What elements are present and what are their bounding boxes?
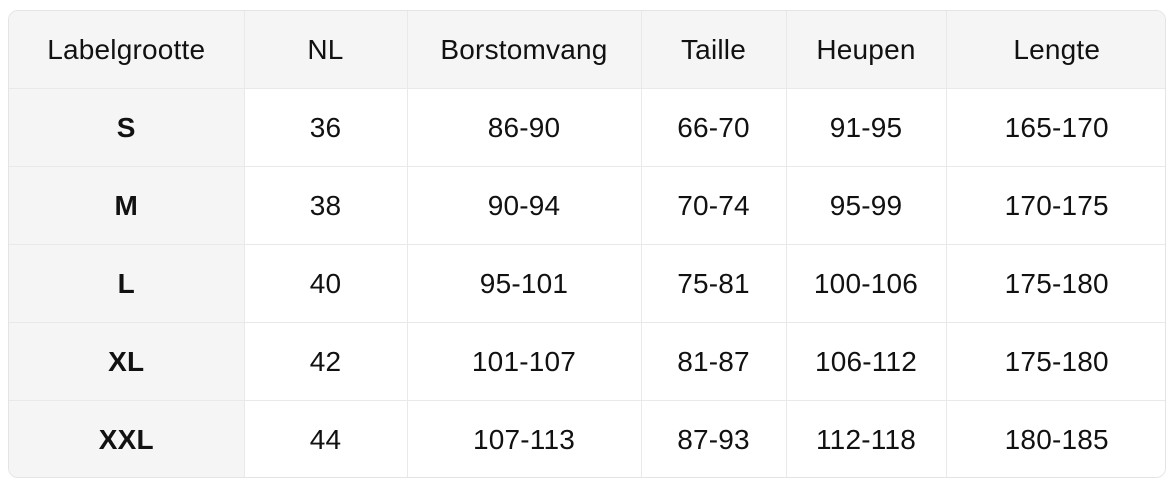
table-cell-nl: 36	[244, 88, 408, 167]
header-labelgrootte: Labelgrootte	[9, 11, 245, 89]
size-chart-table: Labelgrootte NL Borstomvang Taille Heupe…	[9, 11, 1165, 477]
table-row-xl: XL 42 101-107 81-87 106-112 175-180	[9, 322, 1165, 401]
table-cell-taille: 66-70	[641, 88, 787, 167]
header-nl: NL	[244, 11, 408, 89]
table-cell-borstomvang: 86-90	[407, 88, 642, 167]
table-cell-taille: 87-93	[641, 400, 787, 477]
table-cell-lengte: 170-175	[946, 166, 1165, 245]
table-cell-lengte: 180-185	[946, 400, 1165, 477]
table-cell-heupen: 95-99	[786, 166, 947, 245]
size-label-cell: S	[9, 88, 245, 167]
table-row-m: M 38 90-94 70-74 95-99 170-175	[9, 166, 1165, 245]
table-cell-lengte: 175-180	[946, 244, 1165, 323]
size-label-cell: L	[9, 244, 245, 323]
table-cell-borstomvang: 90-94	[407, 166, 642, 245]
header-taille: Taille	[641, 11, 787, 89]
table-cell-nl: 40	[244, 244, 408, 323]
table-cell-taille: 70-74	[641, 166, 787, 245]
header-borstomvang: Borstomvang	[407, 11, 642, 89]
size-label-cell: XXL	[9, 400, 245, 477]
table-cell-heupen: 112-118	[786, 400, 947, 477]
header-lengte: Lengte	[946, 11, 1165, 89]
table-cell-taille: 81-87	[641, 322, 787, 401]
table-cell-nl: 38	[244, 166, 408, 245]
table-cell-nl: 44	[244, 400, 408, 477]
table-cell-heupen: 100-106	[786, 244, 947, 323]
table-row-s: S 36 86-90 66-70 91-95 165-170	[9, 88, 1165, 167]
header-heupen: Heupen	[786, 11, 947, 89]
size-label-cell: M	[9, 166, 245, 245]
table-cell-heupen: 91-95	[786, 88, 947, 167]
size-label-cell: XL	[9, 322, 245, 401]
table-cell-taille: 75-81	[641, 244, 787, 323]
table-cell-borstomvang: 107-113	[407, 400, 642, 477]
table-cell-lengte: 175-180	[946, 322, 1165, 401]
table-cell-borstomvang: 95-101	[407, 244, 642, 323]
table-cell-heupen: 106-112	[786, 322, 947, 401]
header-row: Labelgrootte NL Borstomvang Taille Heupe…	[9, 11, 1165, 89]
table-row-xxl: XXL 44 107-113 87-93 112-118 180-185	[9, 400, 1165, 477]
size-chart-card: Labelgrootte NL Borstomvang Taille Heupe…	[8, 10, 1166, 478]
table-cell-lengte: 165-170	[946, 88, 1165, 167]
table-cell-nl: 42	[244, 322, 408, 401]
table-row-l: L 40 95-101 75-81 100-106 175-180	[9, 244, 1165, 323]
table-cell-borstomvang: 101-107	[407, 322, 642, 401]
